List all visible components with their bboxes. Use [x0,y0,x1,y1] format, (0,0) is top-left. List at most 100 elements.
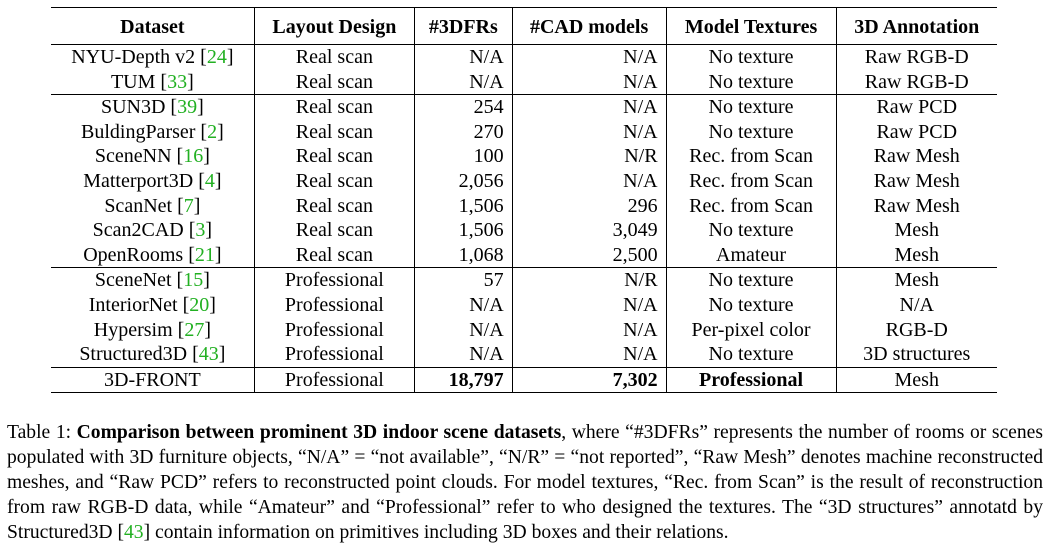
citation-number: 15 [183,269,204,292]
cell-3d-annotation: Raw Mesh [835,144,997,169]
table-row: TUM [33] Real scan N/A N/A No texture Raw RGB… [51,69,997,95]
cell-cad-models: N/A [511,317,667,343]
cell-3dfrs: 254 [413,94,513,120]
cell-model-textures: Rec. from Scan [665,144,836,169]
header-3d-annotation: 3D Annotation [835,7,997,45]
cell-model-textures: Rec. from Scan [665,193,836,219]
cell-3dfrs: 1,506 [413,218,513,243]
cell-3d-annotation: Mesh [835,242,997,268]
cell-3d-annotation: Mesh [835,366,997,394]
citation-number: 27 [184,318,205,341]
citation-number: 21 [194,243,215,266]
cell-3dfrs: N/A [413,292,513,318]
cell-cad-models: 296 [511,193,667,219]
cell-cad-models: 7,302 [511,366,667,394]
cell-3dfrs: 57 [413,267,513,293]
cell-dataset: SceneNN [16] [94,145,210,168]
cell-layout-design: Real scan [253,218,415,243]
cell-layout-design: Real scan [253,119,415,145]
cell-3d-annotation: Raw RGB-D [835,44,997,70]
cell-3d-annotation: Raw Mesh [835,193,997,219]
citation-number: 4 [204,169,215,192]
cell-model-textures: No texture [665,267,836,293]
cell-3d-annotation: RGB-D [835,317,997,343]
citation-number: 20 [189,293,210,316]
cell-cad-models: N/R [511,267,667,293]
header-cad-models: #CAD models [511,7,667,45]
table-row: Scan2CAD [3] Real scan 1,506 3,049 No textur… [51,218,997,243]
cell-layout-design: Real scan [253,242,415,268]
table-row: Hypersim [27] Professional N/A N/A Per-pixel… [51,317,997,343]
citation-number: 33 [167,70,188,93]
dataset-name: SceneNet [94,269,172,292]
citation-number: 24 [206,46,227,68]
table-row: ScanNet [7] Real scan 1,506 296 Rec. from Sc… [51,193,997,219]
table-row: Structured3D [43] Professional N/A N/A No te… [51,342,997,368]
cell-3dfrs: N/A [413,69,513,95]
cell-layout-design: Real scan [253,168,415,194]
table-row: 3D-FRONT Professional 18,797 7,302 Professio… [51,366,997,394]
cell-dataset: SceneNet [15] [51,267,255,293]
cell-model-textures: No texture [665,119,836,145]
citation-number: 43 [198,343,219,366]
cell-cad-models: N/A [511,119,667,145]
dataset-name: OpenRooms [83,243,184,266]
cell-model-textures: No texture [665,69,836,95]
cell-layout-design: Real scan [253,69,415,95]
cell-3dfrs: N/A [413,317,513,343]
table-row: NYU-Depth v2 [24] Real scan N/A N/A No textu… [51,44,997,70]
cell-layout-design: Professional [253,292,415,318]
cell-layout-design: Professional [253,317,415,343]
cell-3dfrs: N/A [413,44,513,70]
dataset-name: Scan2CAD [92,219,184,242]
dataset-name: TUM [110,70,156,93]
dataset-name: NYU-Depth v2 [71,46,196,68]
cell-3dfrs: 18,797 [413,366,513,394]
dataset-name: 3D-FRONT [104,368,201,391]
table-row: SceneNN [16] Real scan 100 N/R Rec. from Sca… [51,144,997,169]
cell-model-textures: Professional [665,366,836,394]
table-row: SceneNet [15] Professional 57 N/R No texture… [51,267,997,293]
caption-text-a: , where “#3DFRs” represents the number o… [7,422,1043,543]
cell-model-textures: No texture [665,342,836,368]
cell-3dfrs: 100 [413,144,513,169]
cell-3d-annotation: Mesh [835,267,997,293]
dataset-name: InteriorNet [88,293,178,316]
table-caption: Table 1: Comparison between prominent 3D… [7,420,1043,545]
citation-number: 2 [207,120,218,143]
cell-dataset: BuldingParser [2] [80,120,224,143]
cell-layout-design: Real scan [253,94,415,120]
comparison-table: Dataset Layout Design #3DFRs #CAD models Mod… [51,7,997,394]
cell-dataset: Structured3D [43] [79,343,226,366]
cell-dataset: Hypersim [27] [93,318,211,341]
header-layout-design: Layout Design [253,7,415,45]
dataset-name: SUN3D [100,96,166,119]
cell-cad-models: 3,049 [511,218,667,243]
cell-3d-annotation: Raw Mesh [835,168,997,194]
cell-cad-models: N/A [511,292,667,318]
caption-label: Table 1: [7,422,77,443]
header-dataset: Dataset [51,7,255,45]
cell-layout-design: Professional [253,267,415,293]
cell-model-textures: Per-pixel color [665,317,836,343]
cell-3d-annotation: 3D structures [835,342,997,368]
cell-3dfrs: 1,506 [413,193,513,219]
citation-number: 3 [195,219,206,242]
cell-model-textures: Amateur [665,242,836,268]
cell-3dfrs: 270 [413,119,513,145]
cell-3d-annotation: Raw PCD [835,94,997,120]
citation-number: 7 [183,194,194,217]
caption-title: Comparison between prominent 3D indoor s… [76,422,562,443]
cell-cad-models: N/A [511,69,667,95]
table-row: InteriorNet [20] Professional N/A N/A No tex… [51,292,997,318]
caption-text-b: ] contain information on primitives incl… [143,522,729,543]
header-model-textures: Model Textures [665,7,836,45]
cell-dataset: Scan2CAD [3] [92,219,213,242]
cell-model-textures: Rec. from Scan [665,168,836,194]
dataset-name: BuldingParser [80,120,196,143]
cell-3dfrs: N/A [413,342,513,368]
table-row: BuldingParser [2] Real scan 270 N/A No textu… [51,119,997,145]
cell-layout-design: Professional [253,366,415,394]
cell-layout-design: Professional [253,342,415,368]
